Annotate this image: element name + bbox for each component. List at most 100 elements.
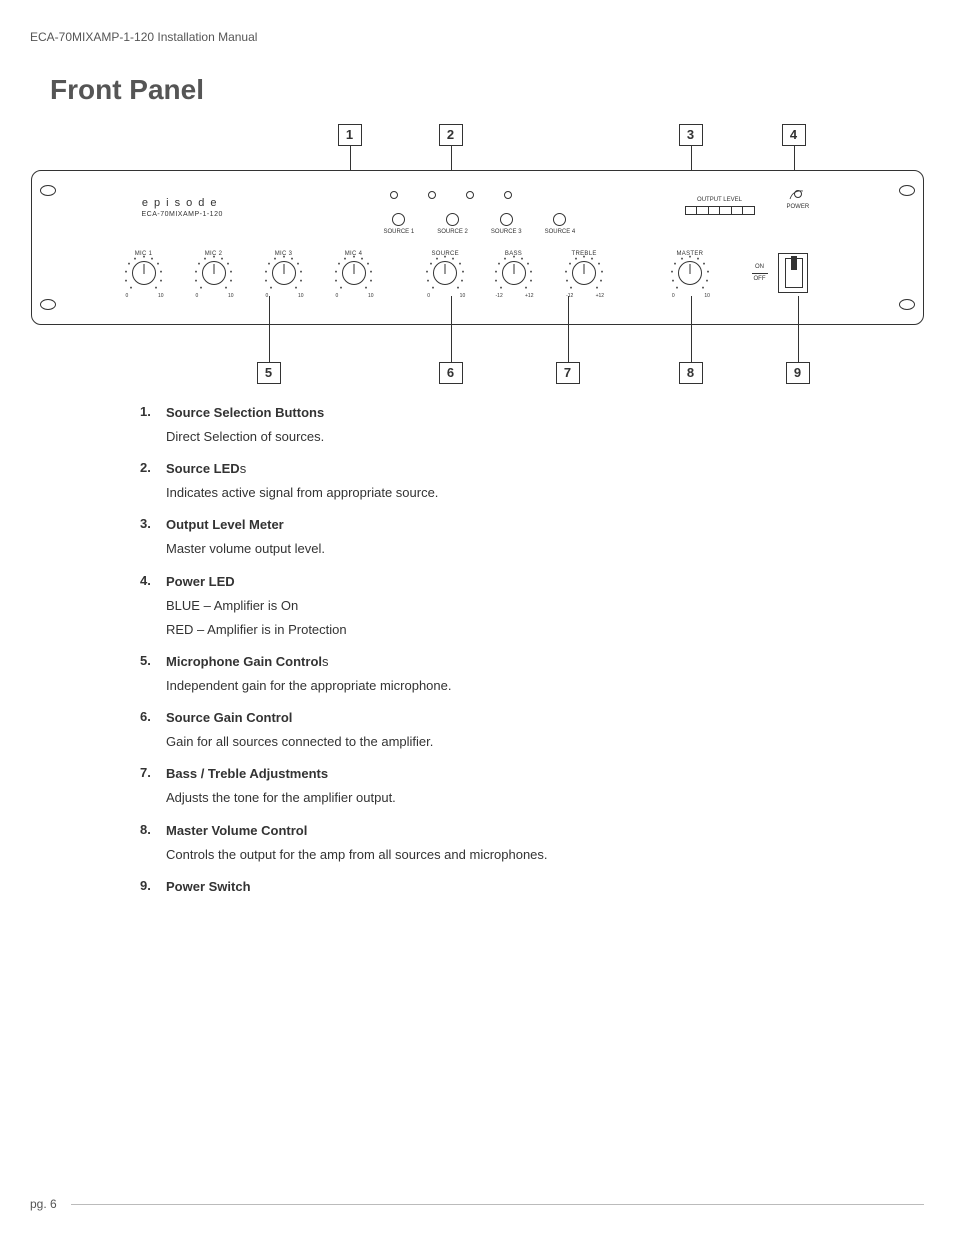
knob-row: MIC 1 0 10 MIC 2 0 10 MIC 3 0 10 MIC 4	[132, 251, 832, 311]
source-led-icon	[504, 191, 512, 199]
on-off-label: ON OFF	[752, 263, 768, 284]
knob-mic-3: MIC 3 0 10	[272, 251, 296, 285]
source-button-label: SOURCE 3	[491, 229, 522, 235]
knob-scale-max: 10	[298, 293, 304, 299]
feature-number: 2.	[140, 460, 166, 478]
knob-scale-min: -12	[496, 293, 503, 299]
callout-2: 2	[439, 124, 463, 146]
feature-term: Bass / Treble Adjustments	[166, 766, 328, 781]
knob-scale-min: 0	[672, 293, 675, 299]
feature-description: Direct Selection of sources.	[166, 428, 924, 446]
button-icon	[553, 213, 566, 226]
feature-term: Source LED	[166, 461, 240, 476]
feature-description: Adjusts the tone for the amplifier outpu…	[166, 789, 924, 807]
knob-icon	[678, 261, 702, 285]
doc-header: ECA-70MIXAMP-1-120 Installation Manual	[30, 30, 924, 44]
knob-icon	[272, 261, 296, 285]
on-label: ON	[752, 263, 768, 272]
callout-3: 3	[679, 124, 703, 146]
source-button: SOURCE 2	[437, 213, 468, 235]
callout-4: 4	[782, 124, 806, 146]
source-led-icon	[390, 191, 398, 199]
source-button-label: SOURCE 2	[437, 229, 468, 235]
power-switch-icon	[778, 253, 808, 293]
button-icon	[500, 213, 513, 226]
feature-term-suffix: s	[322, 654, 329, 669]
source-button-label: SOURCE 1	[384, 229, 415, 235]
source-button-label: SOURCE 4	[545, 229, 576, 235]
feature-term: Power LED	[166, 574, 235, 589]
knob-scale-min: 0	[196, 293, 199, 299]
knob-icon	[342, 261, 366, 285]
source-button: SOURCE 1	[384, 213, 415, 235]
feature-description: RED – Amplifier is in Protection	[166, 621, 924, 639]
meter-label: OUTPUT LEVEL	[685, 197, 755, 203]
callout-9: 9	[786, 362, 810, 384]
front-panel-diagram: 1 2 3 4 episode ECA-70MIXAMP-1-120	[31, 124, 924, 384]
knob-source: SOURCE 0 10	[432, 251, 459, 285]
output-level-meter: OUTPUT LEVEL	[685, 197, 755, 215]
feature-number: 7.	[140, 765, 166, 783]
lead-line	[798, 296, 799, 362]
feature-description: Indicates active signal from appropriate…	[166, 484, 924, 502]
knob-mic-2: MIC 2 0 10	[202, 251, 226, 285]
source-button: SOURCE 3	[491, 213, 522, 235]
feature-description: Controls the output for the amp from all…	[166, 846, 924, 864]
rack-screw-icon	[899, 185, 915, 196]
knob-scale-max: 10	[460, 293, 466, 299]
feature-description: Master volume output level.	[166, 540, 924, 558]
knob-master: MASTER 0 10	[677, 251, 704, 285]
feature-item: 1. Source Selection Buttons Direct Selec…	[140, 404, 924, 446]
section-title: Front Panel	[50, 74, 924, 106]
feature-item: 7. Bass / Treble Adjustments Adjusts the…	[140, 765, 924, 807]
feature-item: 9. Power Switch	[140, 878, 924, 896]
feature-item: 3. Output Level Meter Master volume outp…	[140, 516, 924, 558]
rack-screw-icon	[40, 299, 56, 310]
feature-description: Gain for all sources connected to the am…	[166, 733, 924, 751]
meter-bar	[685, 206, 755, 215]
knob-mic-4: MIC 4 0 10	[342, 251, 366, 285]
feature-number: 9.	[140, 878, 166, 896]
knob-scale-max: 10	[704, 293, 710, 299]
feature-item: 6. Source Gain Control Gain for all sour…	[140, 709, 924, 751]
callout-5: 5	[257, 362, 281, 384]
knob-icon	[502, 261, 526, 285]
feature-description: Independent gain for the appropriate mic…	[166, 677, 924, 695]
rack-screw-icon	[40, 185, 56, 196]
feature-list: 1. Source Selection Buttons Direct Selec…	[100, 404, 924, 896]
feature-description: BLUE – Amplifier is On	[166, 597, 924, 615]
callout-1: 1	[338, 124, 362, 146]
feature-term: Source Gain Control	[166, 710, 292, 725]
device-panel: episode ECA-70MIXAMP-1-120 SOURCE 1 SOUR…	[31, 170, 924, 325]
knob-scale-max: 10	[228, 293, 234, 299]
feature-item: 5. Microphone Gain Controls Independent …	[140, 653, 924, 695]
knob-icon	[202, 261, 226, 285]
knob-icon	[572, 261, 596, 285]
button-icon	[446, 213, 459, 226]
source-button-row: SOURCE 1 SOURCE 2 SOURCE 3 SOURCE 4	[384, 213, 576, 235]
callout-7: 7	[556, 362, 580, 384]
source-led-icon	[428, 191, 436, 199]
off-label: OFF	[752, 275, 768, 284]
feature-item: 4. Power LED BLUE – Amplifier is OnRED –…	[140, 573, 924, 639]
feature-number: 5.	[140, 653, 166, 671]
source-led-icon	[466, 191, 474, 199]
knob-scale-min: 0	[427, 293, 430, 299]
knob-scale-min: 0	[126, 293, 129, 299]
source-button: SOURCE 4	[545, 213, 576, 235]
brand-model: ECA-70MIXAMP-1-120	[142, 211, 223, 218]
power-switch-block: ON OFF	[752, 253, 808, 293]
knob-icon	[132, 261, 156, 285]
page-number: pg. 6	[30, 1197, 57, 1211]
power-led-icon	[794, 190, 802, 198]
lead-line	[451, 296, 452, 362]
feature-item: 8. Master Volume Control Controls the ou…	[140, 822, 924, 864]
callout-8: 8	[679, 362, 703, 384]
source-led-row	[390, 191, 512, 199]
knob-scale-max: 10	[368, 293, 374, 299]
knob-bass: BASS -12 +12	[502, 251, 526, 285]
feature-term: Power Switch	[166, 879, 251, 894]
lead-line	[350, 146, 351, 170]
lead-line	[691, 296, 692, 362]
feature-term: Master Volume Control	[166, 823, 307, 838]
